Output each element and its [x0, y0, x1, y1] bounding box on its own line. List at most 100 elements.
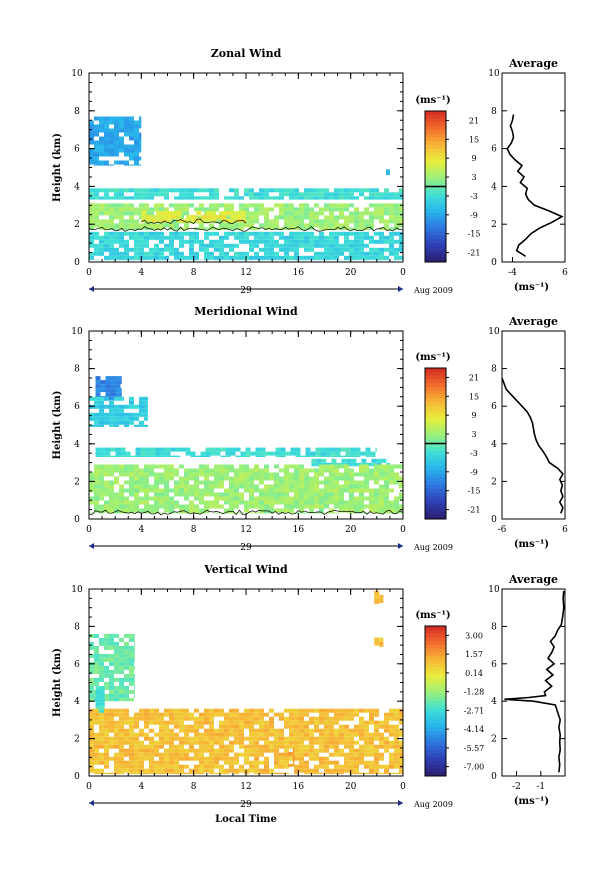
- cell: [95, 706, 101, 711]
- cell: [319, 512, 324, 514]
- cell: [114, 689, 119, 694]
- cell: [174, 484, 179, 489]
- cell: [334, 188, 339, 193]
- cell: [309, 211, 314, 216]
- cell: [169, 468, 174, 473]
- colorbar-swatch: [425, 731, 446, 736]
- cell: [214, 231, 219, 236]
- cell: [299, 227, 304, 230]
- cell: [94, 720, 99, 725]
- cell: [209, 223, 214, 228]
- cell: [299, 508, 304, 513]
- cell: [325, 447, 331, 452]
- cell: [249, 500, 254, 505]
- cell: [109, 661, 114, 666]
- heatmap-cells: [89, 376, 403, 514]
- cell: [289, 207, 294, 212]
- avg-x-axis-label: (ms⁻¹): [514, 796, 549, 807]
- colorbar-tick-label: -3: [470, 192, 478, 201]
- cell: [399, 728, 403, 733]
- cell: [94, 740, 99, 745]
- cell: [99, 223, 104, 228]
- cell: [149, 720, 154, 725]
- cell: [285, 451, 291, 456]
- cell: [269, 484, 274, 489]
- cell: [329, 484, 334, 489]
- cell: [359, 472, 364, 477]
- cell: [129, 396, 134, 401]
- cell: [179, 756, 184, 761]
- cell: [284, 500, 289, 505]
- cell: [109, 255, 114, 260]
- cell: [264, 496, 269, 501]
- cell: [224, 752, 229, 757]
- cell: [159, 752, 164, 757]
- cell: [134, 468, 139, 473]
- cell: [109, 152, 114, 157]
- cell: [129, 207, 134, 212]
- cell: [339, 764, 344, 769]
- cell: [324, 764, 329, 769]
- cell: [99, 637, 104, 642]
- colorbar-swatch: [425, 212, 446, 218]
- cell: [354, 500, 359, 505]
- cell: [229, 196, 234, 200]
- cell: [294, 512, 299, 514]
- cell: [219, 744, 224, 749]
- cell: [114, 412, 119, 417]
- cell: [169, 740, 174, 745]
- cell: [89, 472, 94, 477]
- cell: [89, 136, 94, 141]
- cell: [144, 720, 149, 725]
- cell: [299, 764, 304, 769]
- cell: [374, 211, 379, 216]
- cell: [339, 496, 344, 501]
- cell: [289, 756, 294, 761]
- contour-line: [88, 226, 404, 232]
- cell: [109, 207, 114, 212]
- cell: [269, 496, 274, 501]
- cell: [344, 736, 349, 741]
- cell: [319, 772, 324, 775]
- cell: [124, 464, 129, 469]
- cell: [129, 196, 134, 200]
- cell: [89, 500, 94, 505]
- cell: [349, 188, 354, 193]
- cell: [244, 235, 249, 240]
- cell: [184, 480, 189, 485]
- cell: [341, 458, 347, 463]
- cell: [199, 247, 204, 252]
- avg-x-tick-label: -4: [508, 268, 517, 278]
- cell: [99, 724, 104, 729]
- cell: [95, 698, 101, 703]
- cell: [89, 720, 94, 725]
- cell: [194, 484, 199, 489]
- cell: [99, 720, 104, 725]
- cell: [174, 732, 179, 737]
- cell: [249, 476, 254, 481]
- cell: [154, 768, 159, 773]
- cell: [309, 500, 314, 505]
- cell: [299, 744, 304, 749]
- cell: [144, 724, 149, 729]
- cell: [119, 207, 124, 212]
- cell: [174, 247, 179, 252]
- cell: [119, 669, 124, 674]
- colorbar-swatch: [425, 667, 446, 672]
- cell: [279, 492, 284, 497]
- cell: [329, 512, 334, 514]
- cell: [309, 736, 314, 741]
- cell: [114, 464, 119, 469]
- cell: [124, 480, 129, 485]
- cell: [254, 728, 259, 733]
- cell: [109, 637, 114, 642]
- cell: [209, 251, 214, 256]
- x-tick-label: 4: [138, 268, 144, 278]
- cell: [240, 451, 246, 456]
- avg-y-tick-label: 2: [491, 220, 497, 230]
- cell: [219, 480, 224, 485]
- cell: [364, 472, 369, 477]
- y-tick-label: 4: [74, 182, 80, 192]
- cell: [109, 645, 114, 650]
- cell: [259, 239, 264, 244]
